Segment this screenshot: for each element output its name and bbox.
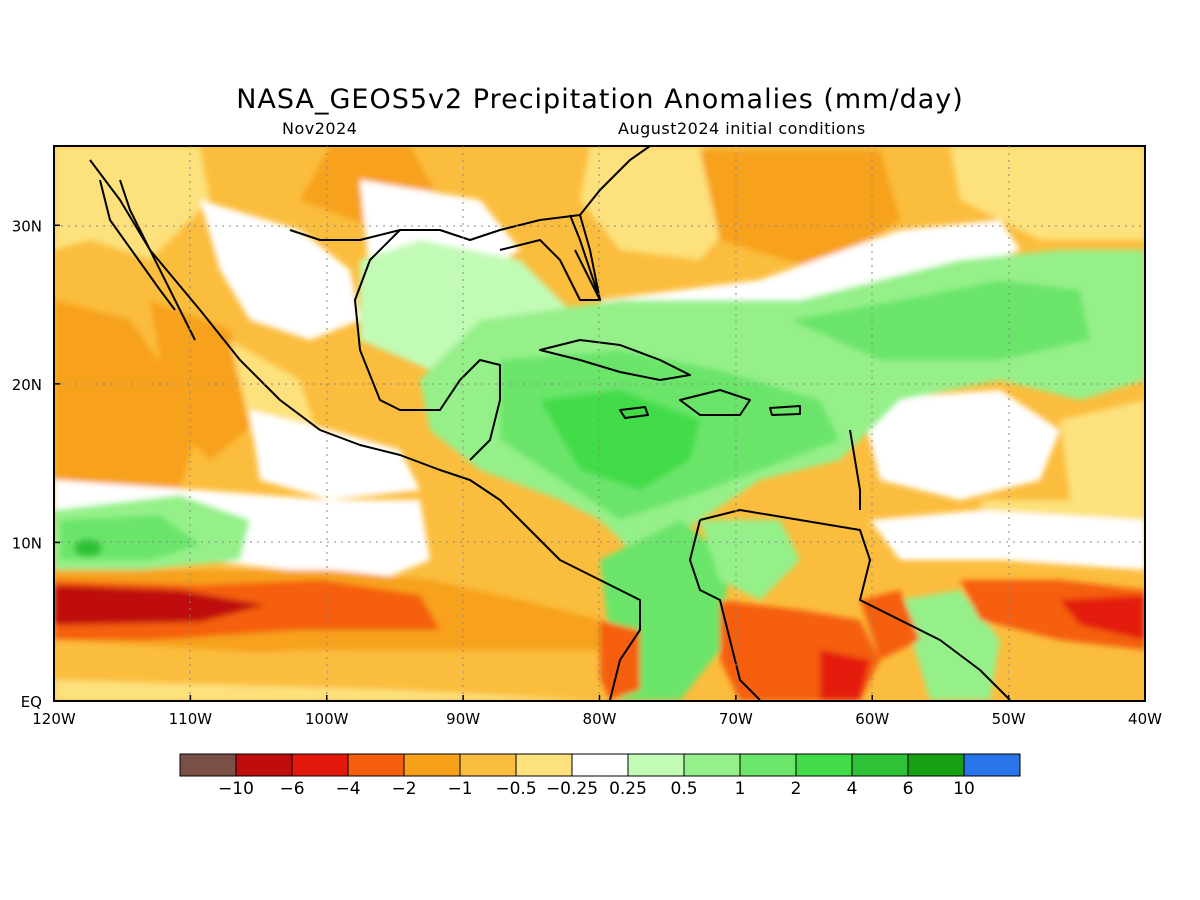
color-bar-swatch [683,753,741,777]
color-bar-swatch [291,753,349,777]
initial-conditions: August2024 initial conditions [618,119,866,138]
color-bar-swatch [459,753,517,777]
x-tick-label: 70W [719,710,753,728]
y-tick-label: 30N [12,217,42,235]
color-bar-label: −1 [447,779,472,799]
anomaly-field [54,146,1145,701]
color-bar-swatch [571,753,629,777]
x-tick-label: 60W [855,710,889,728]
x-tick-label: 110W [169,710,213,728]
map-title: NASA_GEOS5v2 Precipitation Anomalies (mm… [236,84,964,115]
tick-marks [53,224,1146,702]
color-bar-label: −2 [391,779,416,799]
x-tick-label: 80W [583,710,617,728]
color-bar-swatch [907,753,965,777]
color-bar-label: −0.25 [546,779,598,799]
x-tick-label: 120W [32,710,76,728]
color-bar-swatch [963,753,1021,777]
color-bar-swatch [347,753,405,777]
gridlines [54,146,1145,701]
valid-month: Nov2024 [282,119,358,138]
color-bar-swatch [179,753,237,777]
y-tick-label: 20N [12,376,42,394]
color-bar-swatch [403,753,461,777]
color-bar-labels: −10 −6 −4 −2 −1 −0.5 −0.25 0.25 0.5 1 2 4 6 10 [218,779,975,799]
x-tick-label: 50W [992,710,1026,728]
color-bar-label: −4 [335,779,360,799]
color-bar-label: −6 [279,779,304,799]
y-axis-labels: EQ 10N 20N 30N [12,217,42,711]
color-bar-label: 10 [953,779,975,799]
x-axis-labels: 120W 110W 100W 90W 80W 70W 60W 50W 40W [32,710,1162,728]
x-tick-label: 40W [1128,710,1162,728]
color-bar-swatch [235,753,293,777]
color-bar-swatch [627,753,685,777]
coastlines [89,146,1011,701]
color-bar-label: 4 [847,779,858,799]
color-bar-label: 0.5 [670,779,697,799]
color-bar-label: 6 [903,779,914,799]
color-bar-swatch [795,753,853,777]
color-bar-swatch [739,753,797,777]
color-bar-label: −10 [218,779,254,799]
color-bar-label: 2 [791,779,802,799]
color-bar-swatch [515,753,573,777]
y-tick-label: EQ [21,693,42,711]
color-bar-label: 0.25 [609,779,647,799]
color-bar-label: −0.5 [495,779,536,799]
x-tick-label: 100W [305,710,349,728]
y-tick-label: 10N [12,534,42,552]
x-tick-label: 90W [446,710,480,728]
color-bar-label: 1 [735,779,746,799]
color-bar-swatch [851,753,909,777]
color-bar [179,753,1021,777]
